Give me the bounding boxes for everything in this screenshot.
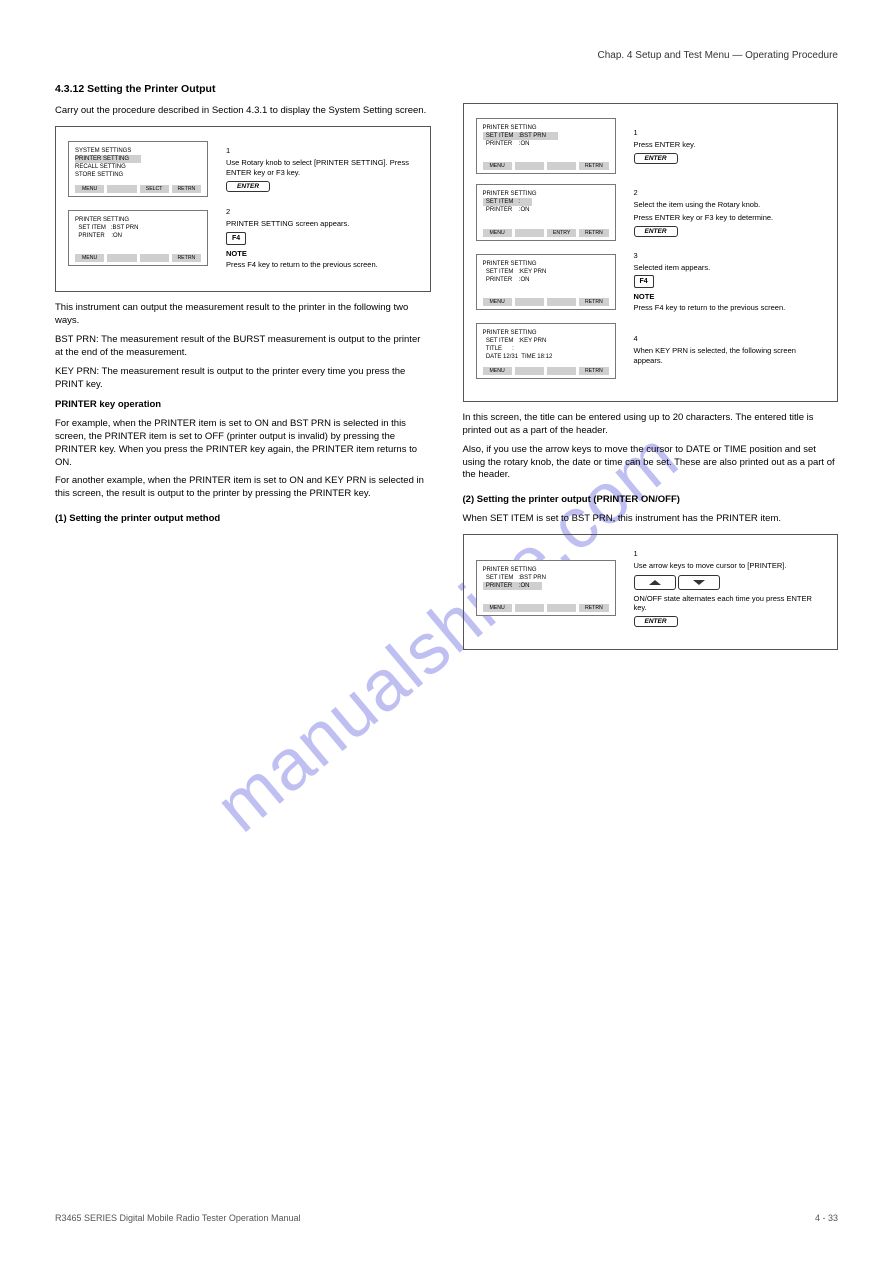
footer-right: 4 - 33 — [815, 1213, 838, 1223]
paragraph: KEY PRN: The measurement result is outpu… — [55, 366, 431, 392]
arrow-up-key — [634, 575, 676, 590]
flow-box: PRINTER SETTING SET ITEM :BST PRN PRINTE… — [463, 103, 839, 402]
enter-key: ENTER — [226, 181, 270, 192]
enter-key: ENTER — [634, 616, 678, 627]
arrow-down-key — [678, 575, 720, 590]
flow-row: PRINTER SETTING SET ITEM :KEY PRN PRINTE… — [476, 251, 826, 313]
flow-row: PRINTER SETTING SET ITEM :BST PRN PRINTE… — [476, 549, 826, 627]
lcd-screen: SYSTEM SETTINGS PRINTER SETTING RECALL S… — [68, 141, 208, 197]
left-column: 4.3.12 Setting the Printer Output Carry … — [55, 83, 431, 660]
lcd-screen: PRINTER SETTING SET ITEM : PRINTER :ON M… — [476, 184, 616, 240]
page-footer: R3465 SERIES Digital Mobile Radio Tester… — [55, 1213, 838, 1223]
sub-heading: (2) Setting the printer output (PRINTER … — [463, 494, 680, 505]
flow-box: PRINTER SETTING SET ITEM :BST PRN PRINTE… — [463, 534, 839, 650]
lcd-screen: PRINTER SETTING SET ITEM :BST PRN PRINTE… — [476, 560, 616, 616]
step-text: 1 Use Rotary knob to select [PRINTER SET… — [226, 146, 418, 192]
paragraph: This instrument can output the measureme… — [55, 302, 431, 328]
paragraph: For example, when the PRINTER item is se… — [55, 418, 431, 469]
f4-key: F4 — [226, 232, 246, 245]
right-column: PRINTER SETTING SET ITEM :BST PRN PRINTE… — [463, 83, 839, 660]
step-text: 1 Use arrow keys to move cursor to [PRIN… — [634, 549, 826, 627]
enter-key: ENTER — [634, 153, 678, 164]
lcd-screen: PRINTER SETTING SET ITEM :KEY PRN PRINTE… — [476, 254, 616, 310]
paragraph: BST PRN: The measurement result of the B… — [55, 334, 431, 360]
paragraph: When SET ITEM is set to BST PRN, this in… — [463, 513, 839, 526]
step-text: 2 PRINTER SETTING screen appears. F4 NOT… — [226, 207, 418, 269]
paragraph: Also, if you use the arrow keys to move … — [463, 444, 839, 482]
f4-key: F4 — [634, 275, 654, 288]
step-text: 1 Press ENTER key. ENTER — [634, 128, 826, 164]
flow-row: SYSTEM SETTINGS PRINTER SETTING RECALL S… — [68, 141, 418, 197]
paragraph: For another example, when the PRINTER it… — [55, 475, 431, 501]
paragraph: Carry out the procedure described in Sec… — [55, 105, 431, 118]
footer-left: R3465 SERIES Digital Mobile Radio Tester… — [55, 1213, 300, 1223]
paragraph: In this screen, the title can be entered… — [463, 412, 839, 438]
sub-heading: (1) Setting the printer output method — [55, 513, 220, 524]
lcd-screen: PRINTER SETTING SET ITEM :KEY PRN TITLE … — [476, 323, 616, 379]
flow-row: PRINTER SETTING SET ITEM :BST PRN PRINTE… — [476, 118, 826, 174]
step-text: 2 Select the item using the Rotary knob.… — [634, 188, 826, 237]
flow-row: PRINTER SETTING SET ITEM :KEY PRN TITLE … — [476, 323, 826, 379]
flow-row: PRINTER SETTING SET ITEM :BST PRN PRINTE… — [68, 207, 418, 269]
flow-row: PRINTER SETTING SET ITEM : PRINTER :ON M… — [476, 184, 826, 240]
lcd-screen: PRINTER SETTING SET ITEM :BST PRN PRINTE… — [68, 210, 208, 266]
content-columns: 4.3.12 Setting the Printer Output Carry … — [55, 83, 838, 660]
lcd-screen: PRINTER SETTING SET ITEM :BST PRN PRINTE… — [476, 118, 616, 174]
sub-heading: PRINTER key operation — [55, 399, 161, 410]
step-text: 3 Selected item appears. F4 NOTE Press F… — [634, 251, 826, 313]
flow-box: SYSTEM SETTINGS PRINTER SETTING RECALL S… — [55, 126, 431, 293]
enter-key: ENTER — [634, 226, 678, 237]
section-title: 4.3.12 Setting the Printer Output — [55, 83, 431, 95]
step-text: 4 When KEY PRN is selected, the followin… — [634, 334, 826, 369]
page-header: Chap. 4 Setup and Test Menu — Operating … — [55, 50, 838, 61]
